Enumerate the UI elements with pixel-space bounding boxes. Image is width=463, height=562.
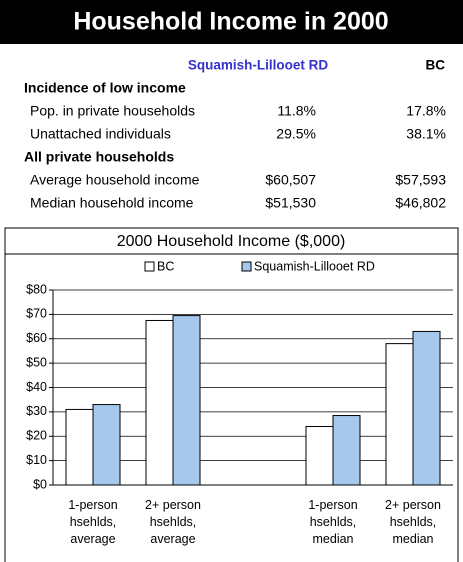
column-header: Squamish-Lillooet RD <box>188 58 329 73</box>
y-tick-label: $0 <box>33 477 47 491</box>
cell: $46,802 <box>395 195 446 211</box>
bar <box>65 408 94 486</box>
bar <box>385 343 414 486</box>
y-tick-label: $40 <box>26 380 47 394</box>
legend-swatch <box>144 261 155 272</box>
row-label: Unattached individuals <box>30 126 171 142</box>
bar <box>412 330 441 486</box>
bar <box>172 315 201 486</box>
title-bar <box>0 0 463 44</box>
section-title: All private households <box>24 149 174 165</box>
cell: $57,593 <box>395 172 446 188</box>
x-tick-label: 2+ person hsehlds, median <box>385 498 441 546</box>
chart-title: 2000 Household Income ($,000) <box>117 233 346 250</box>
y-tick-label: $70 <box>26 307 47 321</box>
cell: 17.8% <box>406 103 446 119</box>
column-header: BC <box>426 58 446 73</box>
section-title: Incidence of low income <box>24 80 186 96</box>
y-tick-label: $30 <box>26 404 47 418</box>
cell: 29.5% <box>276 126 316 142</box>
legend-label: Squamish-Lillooet RD <box>254 259 375 273</box>
bar <box>305 426 334 486</box>
chart-frame <box>4 227 459 562</box>
cell: $60,507 <box>265 172 316 188</box>
bar <box>92 404 121 486</box>
x-tick-label: 1-person hsehlds, median <box>308 498 358 546</box>
bar <box>332 415 361 486</box>
x-tick-label: 2+ person hsehlds, average <box>145 498 201 546</box>
y-tick-label: $80 <box>26 282 47 296</box>
row-label: Average household income <box>30 172 200 188</box>
y-tick-label: $50 <box>26 355 47 369</box>
legend-label: BC <box>157 259 174 273</box>
y-tick-label: $60 <box>26 331 47 345</box>
y-tick-label: $10 <box>26 453 47 467</box>
row-label: Pop. in private households <box>30 103 195 119</box>
y-tick-label: $20 <box>26 429 47 443</box>
legend-swatch <box>241 261 252 272</box>
x-tick-label: 1-person hsehlds, average <box>68 498 118 546</box>
page-title: Household Income in 2000 <box>73 8 388 36</box>
bar <box>145 319 174 486</box>
cell: $51,530 <box>265 195 316 211</box>
cell: 11.8% <box>277 103 316 119</box>
cell: 38.1% <box>406 126 446 142</box>
row-label: Median household income <box>30 195 194 211</box>
